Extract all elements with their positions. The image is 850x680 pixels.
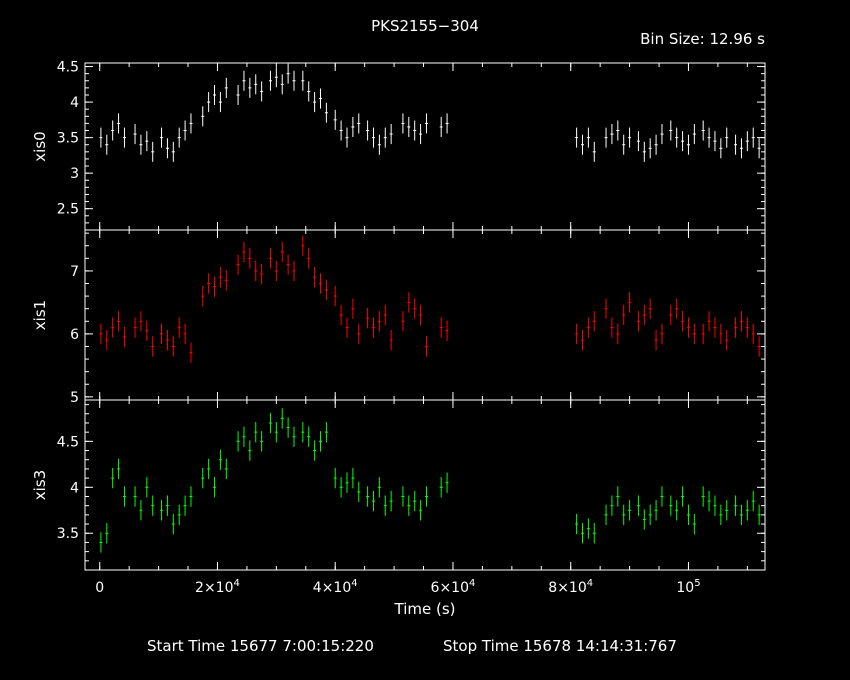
y-tick-label: 4 [70,95,79,111]
series-xis1 [99,235,761,363]
x-axis: 0 2×104 4×104 6×104 8×104 105 [95,578,700,596]
panel-xis1: 5 6 7 xis1 [31,229,766,406]
x-tick-label: 6×104 [431,578,476,596]
panels: 2.5 3 3.5 4 4.5 xis0 5 6 7 xis1 3.5 4 4.5 xis3 [31,60,766,571]
panel-xis3: 3.5 4 4.5 xis3 [31,399,766,571]
y-tick-label: 4.5 [57,60,79,76]
x-tick-label: 105 [676,578,700,596]
panel-frame [84,62,766,231]
x-tick-label: 2×104 [195,578,240,596]
y-axis-label-xis1: xis1 [31,300,49,330]
y-tick-label: 2.5 [57,202,79,218]
chart-title: PKS2155−304 [371,17,479,35]
bin-size-label: Bin Size: 12.96 s [640,30,765,48]
y-tick-label: 3 [70,166,79,182]
series-xis0 [99,63,761,162]
panel-xis0: 2.5 3 3.5 4 4.5 xis0 [31,60,766,231]
y-tick-label: 4 [70,480,79,496]
stop-time: Stop Time 15678 14:14:31:767 [443,637,677,655]
y-tick-label: 4.5 [57,434,79,450]
x-tick-label: 0 [95,580,104,596]
series-xis3 [99,408,761,553]
panel-frame [84,399,766,571]
y-tick-label: 6 [70,327,79,343]
y-axis-label-xis3: xis3 [31,470,49,500]
y-tick-label: 3.5 [57,526,79,542]
panel-frame [84,229,766,401]
x-tick-label: 4×104 [313,578,358,596]
y-tick-label: 3.5 [57,131,79,147]
x-tick-label: 8×104 [548,578,593,596]
start-time: Start Time 15677 7:00:15:220 [147,637,374,655]
x-axis-label: Time (s) [394,600,456,618]
y-tick-label: 5 [70,390,79,406]
y-axis-label-xis0: xis0 [31,131,49,161]
y-tick-label: 7 [70,264,79,280]
